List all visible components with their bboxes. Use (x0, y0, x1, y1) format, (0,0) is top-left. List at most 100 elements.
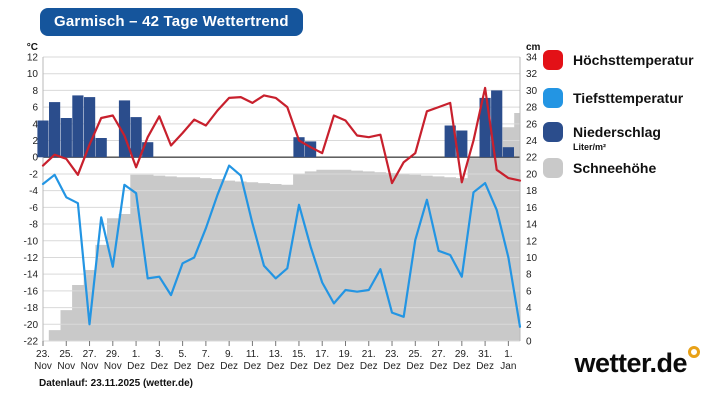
svg-text:Dez: Dez (220, 361, 238, 372)
svg-text:-10: -10 (24, 236, 39, 247)
temperature-lines (41, 86, 522, 328)
svg-text:Dez: Dez (313, 361, 331, 372)
svg-text:-4: -4 (29, 186, 38, 197)
svg-text:2: 2 (526, 320, 532, 331)
svg-text:15.: 15. (292, 349, 306, 360)
legend-label: Höchsttemperatur (573, 52, 694, 68)
precipitation-bars (37, 90, 514, 158)
svg-text:16: 16 (526, 203, 538, 214)
svg-text:Nov: Nov (81, 361, 99, 372)
svg-text:30: 30 (526, 86, 538, 97)
legend-label: Schneehöhe (573, 160, 657, 176)
svg-text:0: 0 (526, 337, 532, 348)
svg-text:11.: 11. (246, 349, 259, 360)
legend-sublabel: Liter/m² (573, 142, 607, 152)
snow-depth-area (43, 113, 520, 341)
svg-text:-22: -22 (24, 337, 39, 348)
svg-text:Nov: Nov (57, 361, 75, 372)
svg-text:1.: 1. (504, 349, 512, 360)
svg-text:6: 6 (32, 103, 38, 114)
svg-text:10: 10 (526, 253, 538, 264)
svg-text:6: 6 (526, 286, 532, 297)
svg-text:Dez: Dez (150, 361, 168, 372)
svg-text:34: 34 (526, 53, 538, 64)
svg-text:28: 28 (526, 103, 538, 114)
legend-label: Niederschlag (573, 124, 661, 140)
svg-text:23.: 23. (36, 349, 50, 360)
svg-text:7.: 7. (202, 349, 210, 360)
svg-text:31.: 31. (478, 349, 492, 360)
svg-text:20: 20 (526, 169, 538, 180)
min-temp-swatch (543, 88, 563, 108)
svg-text:-2: -2 (29, 169, 38, 180)
svg-text:12: 12 (526, 236, 538, 247)
precipitation-swatch (543, 122, 563, 142)
svg-text:22: 22 (526, 153, 538, 164)
svg-text:8: 8 (32, 86, 38, 97)
svg-text:Dez: Dez (267, 361, 285, 372)
wetter-de-logo: wetter.de (574, 346, 700, 379)
svg-text:Dez: Dez (337, 361, 355, 372)
svg-text:Dez: Dez (383, 361, 401, 372)
svg-text:Nov: Nov (104, 361, 122, 372)
svg-text:Dez: Dez (197, 361, 215, 372)
svg-text:-14: -14 (24, 270, 39, 281)
svg-text:Dez: Dez (290, 361, 308, 372)
svg-text:4: 4 (526, 303, 532, 314)
svg-text:25.: 25. (408, 349, 422, 360)
svg-text:-18: -18 (24, 303, 39, 314)
x-axis-ticks-and-labels: 23.Nov25.Nov27.Nov29.Nov1.Dez3.Dez5.Dez7… (34, 341, 516, 372)
svg-text:Dez: Dez (127, 361, 145, 372)
svg-text:19.: 19. (339, 349, 353, 360)
svg-text:-12: -12 (24, 253, 39, 264)
max-temp-swatch (543, 50, 563, 70)
svg-text:23.: 23. (385, 349, 399, 360)
svg-text:29.: 29. (455, 349, 469, 360)
svg-text:18: 18 (526, 186, 538, 197)
snow-depth-swatch (543, 158, 563, 178)
svg-text:8: 8 (526, 270, 532, 281)
svg-text:4: 4 (32, 119, 38, 130)
svg-text:1.: 1. (132, 349, 140, 360)
svg-text:3.: 3. (155, 349, 163, 360)
svg-text:-16: -16 (24, 286, 39, 297)
svg-text:27.: 27. (83, 349, 97, 360)
svg-text:Dez: Dez (406, 361, 424, 372)
svg-text:13.: 13. (269, 349, 283, 360)
svg-text:25.: 25. (59, 349, 73, 360)
svg-text:9.: 9. (225, 349, 233, 360)
svg-text:Dez: Dez (430, 361, 448, 372)
svg-text:-8: -8 (29, 220, 38, 231)
page-title: Garmisch – 42 Tage Wettertrend (40, 8, 303, 36)
legend-item-tiefsttemperatur: Tiefsttemperatur (543, 88, 683, 108)
svg-text:Jan: Jan (500, 361, 516, 372)
svg-text:27.: 27. (432, 349, 446, 360)
svg-text:2: 2 (32, 136, 38, 147)
legend-item-niederschlag: Niederschlag Liter/m² (543, 122, 661, 152)
svg-text:Dez: Dez (244, 361, 262, 372)
legend-label: Tiefsttemperatur (573, 90, 684, 106)
svg-text:21.: 21. (362, 349, 376, 360)
svg-text:Dez: Dez (476, 361, 494, 372)
legend-item-hoechsttemperatur: Höchsttemperatur (543, 50, 694, 70)
svg-text:°C: °C (27, 42, 38, 53)
legend-item-schneehoehe: Schneehöhe (543, 158, 656, 178)
svg-text:12: 12 (27, 53, 39, 64)
logo-ring-icon (688, 346, 700, 358)
svg-text:0: 0 (32, 153, 38, 164)
svg-text:17.: 17. (315, 349, 329, 360)
svg-text:cm: cm (526, 42, 541, 53)
svg-text:29.: 29. (106, 349, 120, 360)
svg-text:Nov: Nov (34, 361, 52, 372)
svg-text:26: 26 (526, 119, 538, 130)
svg-text:Dez: Dez (174, 361, 192, 372)
svg-text:10: 10 (27, 69, 39, 80)
svg-text:-6: -6 (29, 203, 38, 214)
svg-text:5.: 5. (178, 349, 186, 360)
svg-text:Dez: Dez (360, 361, 378, 372)
svg-text:32: 32 (526, 69, 538, 80)
svg-text:14: 14 (526, 220, 538, 231)
data-run-note: Datenlauf: 23.11.2025 (wetter.de) (39, 378, 193, 389)
